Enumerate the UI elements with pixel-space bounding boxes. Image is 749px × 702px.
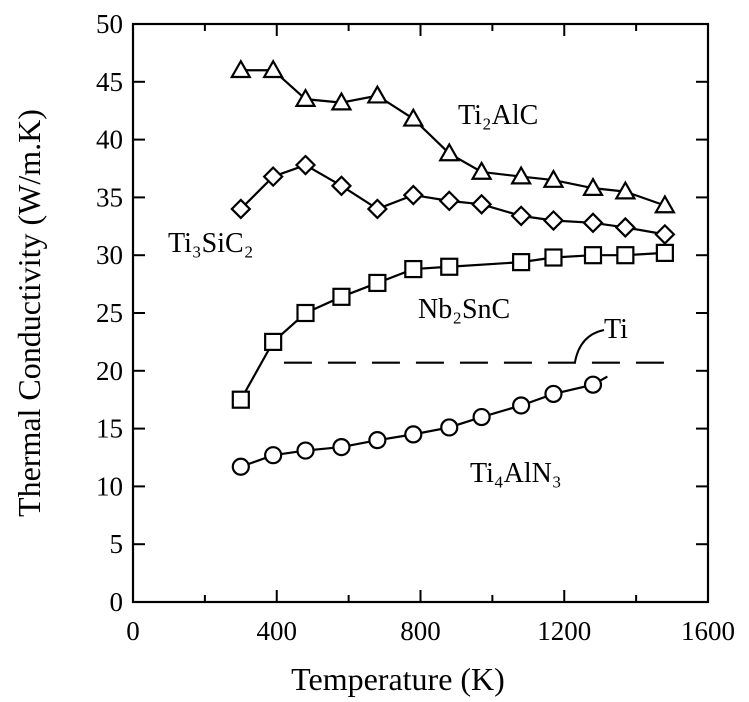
data-point-ti4aln3 bbox=[332, 437, 351, 457]
series-label-ti: Ti bbox=[604, 314, 628, 345]
data-point-nb2snc bbox=[655, 243, 674, 262]
y-tick-label: 5 bbox=[110, 529, 124, 559]
data-point-ti4aln3 bbox=[544, 384, 563, 404]
data-point-nb2snc bbox=[264, 332, 283, 351]
x-tick-label: 800 bbox=[400, 616, 441, 646]
data-point-ti3sic2 bbox=[402, 184, 424, 206]
data-point-ti2alc bbox=[366, 84, 389, 104]
x-tick-label: 0 bbox=[126, 616, 140, 646]
data-point-ti2alc bbox=[229, 59, 252, 79]
data-point-ti4aln3 bbox=[368, 431, 387, 450]
data-point-nb2snc bbox=[440, 257, 459, 276]
data-point-ti3sic2 bbox=[330, 175, 352, 197]
data-point-nb2snc bbox=[616, 246, 635, 265]
series-ti4aln3 bbox=[231, 375, 608, 476]
data-point-ti3sic2 bbox=[654, 223, 676, 245]
data-point-ti3sic2 bbox=[438, 190, 460, 212]
x-tick-label: 1200 bbox=[537, 616, 591, 646]
data-point-ti3sic2 bbox=[366, 198, 388, 220]
y-tick-label: 0 bbox=[110, 587, 124, 617]
ti-label-leader bbox=[574, 329, 605, 363]
data-point-ti4aln3 bbox=[472, 407, 491, 427]
data-point-ti2alc bbox=[510, 165, 533, 185]
data-point-ti4aln3 bbox=[296, 441, 315, 460]
y-tick-label: 20 bbox=[96, 356, 123, 386]
data-point-nb2snc bbox=[231, 390, 250, 409]
data-point-ti3sic2 bbox=[614, 216, 636, 239]
series-label-nb2snc: Nb₂SnC bbox=[418, 294, 510, 325]
data-point-nb2snc bbox=[404, 259, 423, 279]
data-point-ti2alc bbox=[330, 91, 353, 111]
data-point-ti3sic2 bbox=[471, 193, 493, 215]
data-point-ti4aln3 bbox=[440, 418, 459, 437]
y-tick-label: 45 bbox=[96, 67, 123, 97]
data-point-ti2alc bbox=[582, 176, 604, 197]
y-tick-label: 25 bbox=[96, 298, 123, 328]
y-tick-label: 10 bbox=[96, 471, 123, 501]
series-ti2alc bbox=[229, 59, 676, 214]
data-point-ti2alc bbox=[262, 59, 285, 79]
data-point-ti3sic2 bbox=[510, 205, 532, 227]
y-tick-label: 50 bbox=[96, 9, 123, 39]
labels-layer: Temperature (K) Thermal Conductivity (W/… bbox=[11, 100, 628, 697]
data-point-nb2snc bbox=[368, 273, 387, 293]
data-point-nb2snc bbox=[332, 287, 351, 306]
data-point-ti2alc bbox=[402, 107, 425, 127]
x-axis-title: Temperature (K) bbox=[291, 661, 505, 697]
y-tick-label: 30 bbox=[96, 240, 123, 270]
data-point-ti4aln3 bbox=[231, 457, 250, 476]
data-point-ti2alc bbox=[438, 142, 461, 162]
y-tick-label: 15 bbox=[96, 414, 123, 444]
data-point-ti4aln3 bbox=[512, 396, 531, 415]
data-point-ti2alc bbox=[294, 87, 317, 107]
series-ti3sic2 bbox=[230, 154, 676, 245]
x-tick-label: 400 bbox=[257, 616, 298, 646]
axes: 0 400 800 1200 1600 0 5 10 15 20 25 30 35 40 45 50 bbox=[96, 9, 735, 646]
data-point-ti2alc bbox=[542, 168, 565, 188]
series-layer bbox=[229, 59, 676, 476]
data-point-nb2snc bbox=[296, 303, 315, 323]
series-label-ti3sic2: Ti₃SiC₂ bbox=[168, 228, 253, 259]
data-point-ti4aln3 bbox=[404, 425, 423, 444]
data-point-ti3sic2 bbox=[294, 154, 317, 176]
data-point-nb2snc bbox=[512, 253, 531, 272]
data-point-ti4aln3 bbox=[583, 375, 603, 394]
x-tick-label: 1600 bbox=[681, 616, 735, 646]
data-point-ti2alc bbox=[614, 180, 637, 200]
data-point-ti3sic2 bbox=[582, 212, 604, 234]
y-tick-label: 35 bbox=[96, 182, 123, 212]
data-point-ti3sic2 bbox=[230, 198, 252, 220]
data-point-ti2alc bbox=[470, 160, 493, 180]
series-nb2snc bbox=[231, 243, 674, 409]
data-point-ti3sic2 bbox=[262, 166, 284, 188]
data-point-ti3sic2 bbox=[542, 209, 565, 232]
data-point-nb2snc bbox=[583, 246, 603, 265]
y-tick-label: 40 bbox=[96, 125, 123, 155]
y-axis-title: Thermal Conductivity (W/m.K) bbox=[11, 109, 47, 517]
data-point-ti2alc bbox=[653, 194, 676, 214]
data-point-nb2snc bbox=[544, 248, 563, 267]
series-label-ti4aln3: Ti₄AlN₃ bbox=[470, 458, 562, 489]
series-label-ti2alc: Ti₂AlC bbox=[458, 100, 538, 131]
data-point-ti4aln3 bbox=[264, 446, 283, 465]
